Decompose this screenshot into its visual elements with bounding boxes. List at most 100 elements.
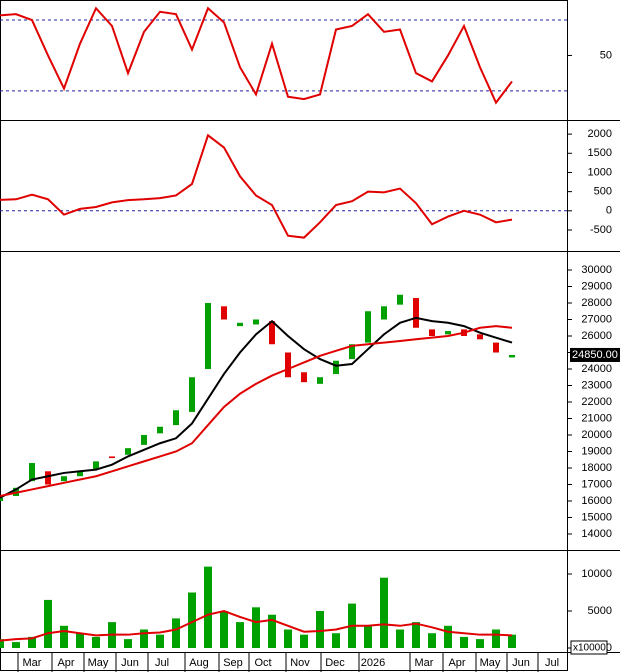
- volume-bar: [316, 611, 324, 649]
- y-tick-label: 30000: [581, 264, 612, 276]
- x-tick-label: Nov: [290, 657, 310, 669]
- volume-bar: [444, 625, 452, 649]
- candle: [45, 471, 51, 485]
- volume-bar: [140, 629, 148, 649]
- volume-bar: [92, 636, 100, 649]
- candle: [317, 377, 323, 384]
- x-tick-label: Apr: [57, 657, 74, 669]
- y-tick-label: 18000: [581, 462, 612, 474]
- candle: [429, 329, 435, 336]
- series-line: [0, 316, 513, 499]
- candle: [0, 497, 3, 501]
- candle: [77, 471, 83, 477]
- y-tick-label: 20000: [581, 429, 612, 441]
- volume-bar: [236, 622, 244, 649]
- candle: [509, 354, 515, 358]
- volume-bar: [428, 633, 436, 649]
- volume-bar: [44, 599, 52, 649]
- volume-bar: [220, 611, 228, 649]
- y-tick-label: 23000: [581, 379, 612, 391]
- volume-bar: [204, 566, 212, 649]
- candle: [141, 434, 147, 445]
- candle: [253, 319, 259, 325]
- volume-bar: [476, 639, 484, 649]
- x-tick-label: Mar: [415, 657, 434, 669]
- x-tick-label: May: [88, 657, 109, 669]
- volume-bar: [332, 633, 340, 649]
- y-tick-label: 22000: [581, 396, 612, 408]
- volume-bar: [380, 577, 388, 649]
- candle: [61, 476, 67, 482]
- candle: [173, 410, 179, 426]
- y-tick-label: 1000: [588, 166, 612, 178]
- volume-bar: [60, 625, 68, 649]
- y-tick-label: 26000: [581, 330, 612, 342]
- candle: [397, 294, 403, 305]
- y-tick-label: 28000: [581, 297, 612, 309]
- candle: [125, 448, 131, 455]
- candle: [29, 463, 35, 482]
- unit-label: x10000: [573, 643, 606, 654]
- x-tick-label: Jun: [512, 657, 530, 669]
- candle: [445, 331, 451, 335]
- y-tick-label: 21000: [581, 412, 612, 424]
- y-tick-label: 500: [594, 186, 612, 198]
- x-tick-label: Jul: [155, 657, 169, 669]
- volume-bar: [508, 634, 516, 649]
- volume-bar: [188, 592, 196, 649]
- x-tick-label: Jun: [121, 657, 139, 669]
- volume-bar: [0, 639, 4, 649]
- volume-bar: [412, 622, 420, 649]
- candle: [477, 334, 483, 340]
- x-tick-label: Dec: [325, 657, 345, 669]
- y-tick-label: 14000: [581, 528, 612, 540]
- y-tick-label: 10000: [581, 568, 612, 580]
- volume-bar: [156, 634, 164, 649]
- plot-frame: [0, 0, 568, 671]
- volume-bar: [396, 629, 404, 649]
- volume-bar: [124, 639, 132, 649]
- candle: [109, 456, 115, 459]
- candle: [189, 377, 195, 412]
- y-tick-label: 2000: [588, 128, 612, 140]
- series-line: [0, 325, 513, 498]
- y-tick-label: 50: [600, 49, 612, 61]
- unit-box: [570, 640, 608, 655]
- y-tick-label: 1500: [588, 147, 612, 159]
- candle: [349, 344, 355, 360]
- candle: [237, 322, 243, 327]
- volume-bar: [172, 618, 180, 649]
- volume-bar: [76, 633, 84, 649]
- y-tick-label: 24000: [581, 363, 612, 375]
- volume-bar: [300, 634, 308, 649]
- series-line: [0, 6, 513, 105]
- candle: [381, 306, 387, 320]
- y-tick-label: 29000: [581, 280, 612, 292]
- volume-bar: [12, 642, 20, 649]
- candle: [285, 352, 291, 378]
- volume-bar: [252, 607, 260, 649]
- candle: [93, 461, 99, 470]
- x-tick-label: Mar: [23, 657, 42, 669]
- x-tick-label: Aug: [189, 657, 209, 669]
- candle: [301, 372, 307, 383]
- candle: [493, 342, 499, 353]
- x-tick-label: Apr: [448, 657, 465, 669]
- x-tick-label: May: [480, 657, 501, 669]
- y-tick-label: -500: [590, 224, 612, 236]
- y-tick-label: 5000: [588, 605, 612, 617]
- candle: [333, 360, 339, 374]
- y-tick-label: 19000: [581, 445, 612, 457]
- y-tick-label: 15000: [581, 511, 612, 523]
- series-line: [0, 133, 513, 239]
- last-price-label: 24850.00: [572, 349, 618, 361]
- y-tick-label: 16000: [581, 495, 612, 507]
- volume-bar: [284, 629, 292, 649]
- series-line: [0, 609, 513, 642]
- volume-bar: [28, 636, 36, 649]
- candle: [221, 306, 227, 320]
- x-tick-label: Oct: [254, 657, 271, 669]
- y-tick-label: 27000: [581, 313, 612, 325]
- last-price-box: [570, 347, 620, 362]
